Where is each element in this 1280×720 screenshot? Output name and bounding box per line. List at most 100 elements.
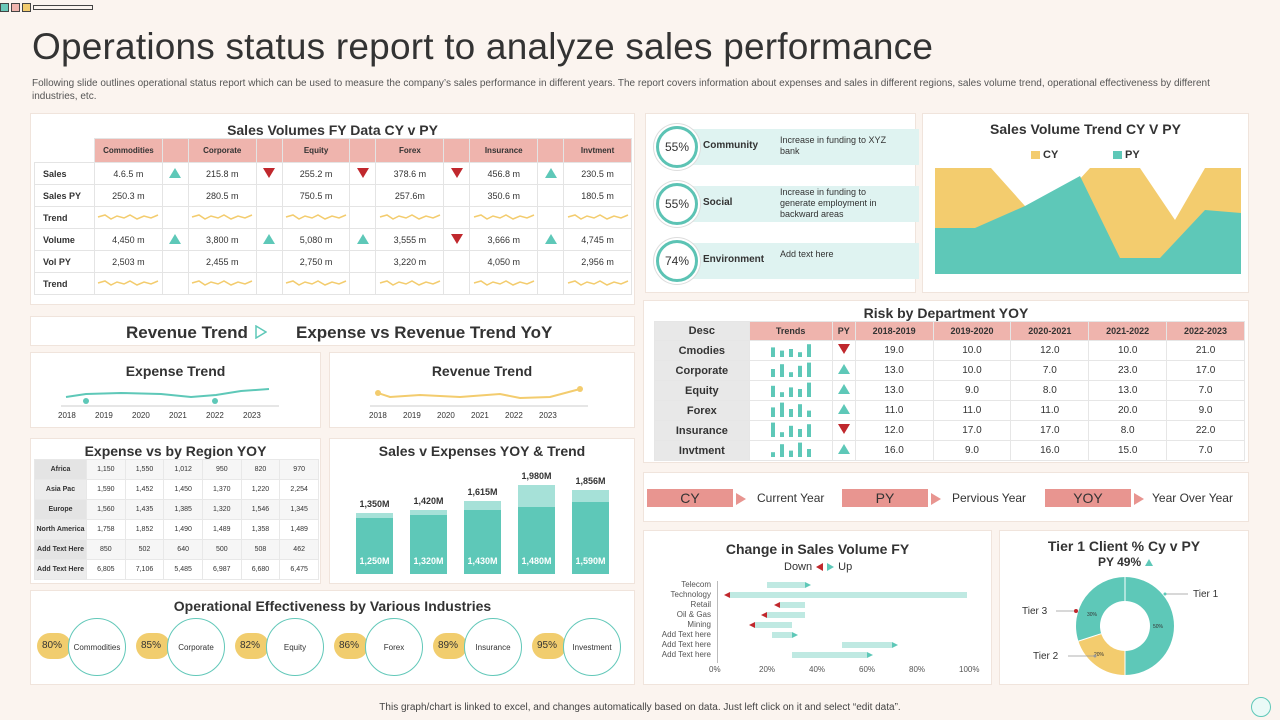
region-label: Africa <box>34 459 87 480</box>
change-legend: Down Up <box>784 561 852 573</box>
region-cell: 1,590 <box>86 479 126 500</box>
down-arrow-icon <box>748 622 755 628</box>
risk-cell: 17.0 <box>932 420 1012 441</box>
table-cell: 4,745 m <box>563 228 632 251</box>
category-label: Mining <box>687 620 711 629</box>
region-row: Africa 1,150 1,550 1,012 950 820 970 <box>34 459 319 480</box>
bar-bottom-label: 1,250M <box>359 556 390 566</box>
range-bar <box>767 582 805 588</box>
region-row: Europe 1,560 1,435 1,385 1,320 1,546 1,345 <box>34 499 319 520</box>
region-cell: 6,987 <box>201 559 242 580</box>
range-bar <box>792 652 867 658</box>
table-cell <box>281 272 351 295</box>
region-cell: 1,320 <box>201 499 242 520</box>
up-arrow-icon <box>867 652 873 658</box>
bar-bottom-label: 1,320M <box>413 556 444 566</box>
up-triangle-icon <box>169 233 182 244</box>
expense-trend-title: Expense Trend <box>125 363 226 379</box>
risk-cell: 7.0 <box>1166 380 1245 401</box>
effectiveness-pct: 95% <box>532 633 566 659</box>
region-cell: 1,452 <box>124 479 165 500</box>
risk-py-cell <box>831 340 856 361</box>
table-cell: 2,956 m <box>563 250 632 273</box>
table-cell <box>375 206 445 229</box>
row-label: Vol PY <box>34 250 95 273</box>
risk-column-header: 2019-2020 <box>932 321 1012 341</box>
up-arrow-icon <box>804 582 811 588</box>
revenue-line-chart <box>370 386 588 407</box>
region-row: North America 1,758 1,852 1,490 1,489 1,358 1,… <box>34 519 319 540</box>
expense-bar <box>572 502 609 574</box>
table-cell: 350.6 m <box>469 184 539 207</box>
revenue-header-panel: Revenue Trend Expense vs Revenue Trend Y… <box>30 316 635 346</box>
icon-cell <box>255 228 283 251</box>
risk-panel: Risk by Department YOY Desc Trends PY 2018-… <box>643 300 1249 463</box>
region-cell: 950 <box>201 459 242 480</box>
risk-row-label: Forex <box>654 400 750 421</box>
risk-row: Equity 13.0 9.0 8.0 13.0 7.0 <box>654 380 1245 401</box>
risk-cell: 10.0 <box>932 360 1012 381</box>
header-gap <box>255 138 283 163</box>
up-arrow-icon <box>892 642 898 648</box>
mini-bar <box>779 432 784 437</box>
risk-column-header: 2021-2022 <box>1088 321 1168 341</box>
axis-tick-label: 80% <box>909 665 926 674</box>
teal-square-icon <box>0 2 9 12</box>
category-label: Add Text here <box>661 650 711 659</box>
trend-sparkline <box>192 213 253 220</box>
effectiveness-circle: Corporate <box>167 618 225 676</box>
legend-box: YOY <box>1045 489 1131 507</box>
down-triangle-icon <box>450 167 463 178</box>
social-label: Environment <box>703 254 765 265</box>
range-bar <box>754 622 792 628</box>
icon-cell <box>349 162 377 185</box>
table-row: Trend <box>34 272 632 295</box>
operational-panel: Operational Effectiveness by Various Ind… <box>30 590 635 685</box>
legend-text: Current Year <box>757 491 825 505</box>
column-header: Corporate <box>187 138 257 163</box>
legend-text: Pervious Year <box>952 491 1027 505</box>
expense-trend-panel: Expense Trend 2018 2019 2020 2021 2022 2023 <box>30 352 321 428</box>
expense-bar <box>410 514 447 574</box>
effectiveness-circle: Commodities <box>68 618 126 676</box>
risk-trend-cell <box>748 420 833 441</box>
risk-trend-cell <box>748 400 833 421</box>
tier-leader-lines <box>1056 592 1188 658</box>
social-label: Community <box>703 140 758 151</box>
trend-sparkline <box>379 213 441 220</box>
icon-cell <box>443 272 471 295</box>
table-cell: 750.5 m <box>281 184 351 207</box>
up-triangle-icon <box>356 233 369 244</box>
risk-cell: 8.0 <box>1088 420 1168 441</box>
legend-py-label: PY <box>1125 149 1140 161</box>
risk-cell: 17.0 <box>1166 360 1245 381</box>
sales-expenses-title: Sales v Expenses YOY & Trend <box>378 443 586 459</box>
risk-row: Cmodies 19.0 10.0 12.0 10.0 21.0 <box>654 340 1245 361</box>
icon-cell <box>161 272 189 295</box>
icon-cell <box>161 184 189 207</box>
trend-sparkline <box>192 279 253 286</box>
range-bar <box>779 602 805 608</box>
legend-text: Year Over Year <box>1152 491 1233 505</box>
risk-cell: 7.0 <box>1010 360 1090 381</box>
category-label: Retail <box>690 600 711 609</box>
mini-bar-chart <box>770 382 811 397</box>
bar-top-label: 1,856M <box>575 476 606 487</box>
risk-row-label: Cmodies <box>654 340 750 361</box>
risk-py-cell <box>831 440 856 461</box>
category-label: Add Text here <box>661 640 711 649</box>
region-row: Add Text Here 6,805 7,106 5,485 6,987 6,680 6,… <box>34 559 319 580</box>
risk-cell: 9.0 <box>932 440 1012 461</box>
social-desc: Add text here <box>780 249 834 259</box>
mini-bar <box>806 382 811 397</box>
risk-cell: 21.0 <box>1166 340 1245 361</box>
region-cell: 462 <box>279 539 319 560</box>
mini-bar <box>788 425 793 437</box>
region-cell: 1,852 <box>124 519 165 540</box>
region-cell: 502 <box>124 539 165 560</box>
risk-cell: 23.0 <box>1088 360 1168 381</box>
revenue-line <box>377 388 581 400</box>
table-cell: 5,080 m <box>281 228 351 251</box>
icon-cell <box>443 184 471 207</box>
risk-row: Forex 11.0 11.0 11.0 20.0 9.0 <box>654 400 1245 421</box>
